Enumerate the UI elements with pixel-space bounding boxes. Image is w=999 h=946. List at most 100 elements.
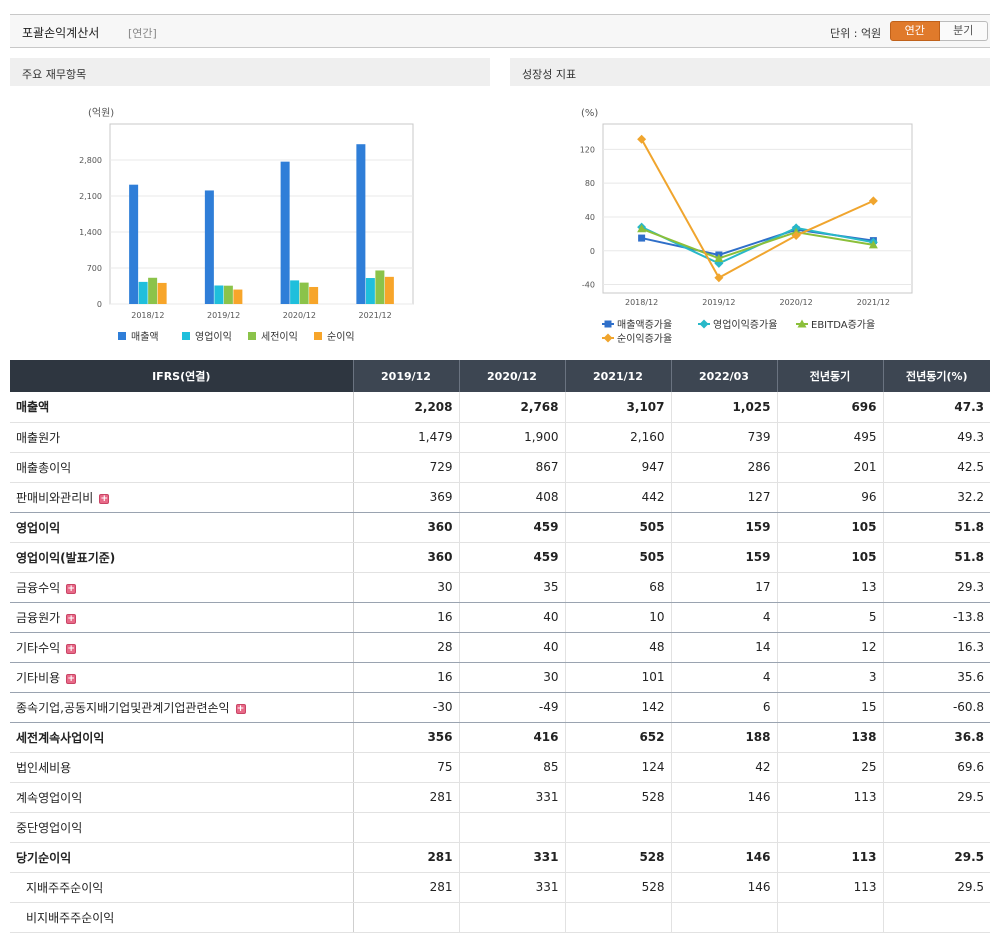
table-cell: 16 [353,662,460,693]
table-cell: 69.6 [883,752,990,783]
bar-chart-plot-area [109,123,414,305]
table-cell: 356 [353,722,460,753]
table-cell: 32.2 [883,482,990,513]
expand-plus-icon[interactable]: + [66,613,77,624]
data-point [868,196,878,206]
table-cell: 947 [565,452,672,483]
table-cell: 528 [565,782,672,813]
table-cell [883,902,990,933]
table-cell: 146 [671,782,778,813]
income-statement-table: IFRS(연결) 2019/12 2020/12 2021/12 2022/03 전년동기… [10,360,990,933]
table-cell: 729 [353,452,460,483]
table-cell: 360 [353,512,460,543]
table-cell: 369 [353,482,460,513]
table-cell: 528 [565,872,672,903]
table-cell: 51.8 [883,512,990,543]
table-cell: 29.5 [883,872,990,903]
row-label-text: 매출원가 [16,430,61,445]
legend-label: EBITDA증가율 [811,319,875,331]
legend-marker [699,319,709,329]
table-cell: 35.6 [883,662,990,693]
period-tag: [연간] [128,27,157,40]
row-label-text: 기타비용 [16,670,61,685]
row-label-text: 영업이익(발표기준) [16,550,116,565]
table-row: 법인세비용 75 85 124 42 25 69.6 [10,752,990,783]
table-cell [459,812,566,843]
bar [157,282,167,304]
row-label-text: 중단영업이익 [16,820,83,835]
bar [214,285,224,304]
table-cell: 739 [671,422,778,453]
y-tick-label: -40 [582,281,595,290]
table-cell: 42.5 [883,452,990,483]
row-label: 매출원가 [10,422,354,453]
table-cell [353,902,460,933]
table-cell: 696 [777,392,884,423]
data-point [637,224,647,233]
expand-plus-icon[interactable]: + [66,583,77,594]
table-cell: 281 [353,872,460,903]
table-cell: -30 [353,692,460,723]
table-cell: 28 [353,632,460,663]
bar [223,285,233,304]
x-tick-label: 2019/12 [702,298,735,307]
table-cell: 495 [777,422,884,453]
table-cell: 35 [459,572,566,603]
column-header: 전년동기 [777,360,884,392]
table-cell: 459 [459,542,566,573]
table-row: 기타비용 +16 30 101 4 3 35.6 [10,662,990,693]
table-cell: 40 [459,632,566,663]
bar [148,277,158,304]
row-label: 금융수익 + [10,572,354,603]
data-point [868,240,878,249]
table-cell: 101 [565,662,672,693]
table-cell: 2,768 [459,392,566,423]
row-label: 세전계속사업이익 [10,722,354,753]
row-label: 금융원가 + [10,602,354,633]
statement-title: 포괄손익계산서 [22,26,100,40]
row-label-text: 매출액 [16,400,50,415]
row-label-text: 영업이익 [16,520,61,535]
table-body: 매출액 2,208 2,768 3,107 1,025 696 47.3 매출원가 1,479 1… [10,392,990,933]
table-cell: 188 [671,722,778,753]
table-row: 기타수익 +28 40 48 14 12 16.3 [10,632,990,663]
table-header-row: IFRS(연결) 2019/12 2020/12 2021/12 2022/03 전년동기… [10,360,990,392]
row-label: 기타비용 + [10,662,354,693]
table-cell: 113 [777,872,884,903]
row-label-text: 금융원가 [16,610,61,625]
table-row: 매출액 2,208 2,768 3,107 1,025 696 47.3 [10,392,990,423]
data-point [638,234,646,242]
bar [384,276,394,304]
column-header: 2021/12 [565,360,672,392]
bar [204,190,214,304]
table-row: 영업이익 360 459 505 159 105 51.8 [10,512,990,543]
table-cell: 127 [671,482,778,513]
row-label-text: 종속기업,공동지배기업및관계기업관련손익 [16,700,230,715]
data-point [714,258,724,268]
table-cell: 29.5 [883,782,990,813]
expand-plus-icon[interactable]: + [99,493,110,504]
table-row: 비지배주주순이익 [10,902,990,933]
period-toggle: 연간 분기 [890,21,988,41]
row-label-text: 매출총이익 [16,460,72,475]
column-header: 전년동기(%) [883,360,990,392]
table-cell: 331 [459,782,566,813]
x-tick-label: 2020/12 [283,311,316,320]
bar [138,281,148,304]
table-cell: 146 [671,842,778,873]
table-cell: 47.3 [883,392,990,423]
table-cell [459,902,566,933]
quarter-toggle-button[interactable]: 분기 [939,21,988,41]
table-row: 종속기업,공동지배기업및관계기업관련손익 + -30 -49 142 6 15 -60.8 [10,692,990,723]
legend-swatch [182,332,190,340]
table-cell: 416 [459,722,566,753]
y-tick-label: 2,800 [79,156,102,165]
expand-plus-icon[interactable]: + [66,673,77,684]
table-cell: 30 [459,662,566,693]
expand-plus-icon[interactable]: + [235,703,246,714]
y-tick-label: 120 [580,145,595,154]
table-cell: 1,479 [353,422,460,453]
x-tick-label: 2021/12 [359,311,392,320]
annual-toggle-button[interactable]: 연간 [890,21,940,41]
expand-plus-icon[interactable]: + [66,643,77,654]
